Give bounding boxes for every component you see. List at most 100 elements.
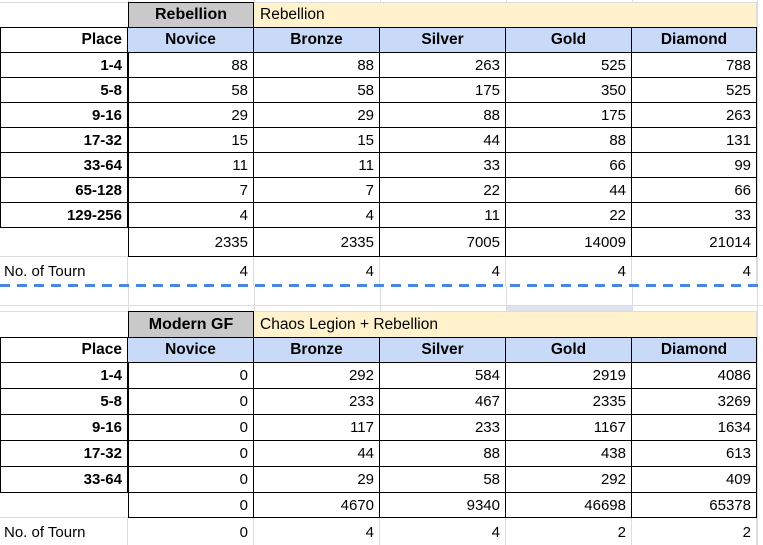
value-cell[interactable]: 4 xyxy=(128,257,254,286)
value-cell[interactable]: 44 xyxy=(506,178,632,203)
row-label-cell[interactable]: 1-4 xyxy=(0,363,128,389)
value-cell[interactable]: 4 xyxy=(632,257,757,286)
value-cell[interactable]: 66 xyxy=(632,178,757,203)
value-cell[interactable]: 33 xyxy=(632,203,757,228)
row-label-cell[interactable]: No. of Tourn xyxy=(0,518,128,545)
value-cell[interactable]: 4670 xyxy=(254,493,380,518)
row-label-cell[interactable]: 33-64 xyxy=(0,467,128,493)
value-cell[interactable]: 15 xyxy=(254,128,380,153)
value-cell[interactable]: 33 xyxy=(380,153,506,178)
column-header-novice[interactable]: Novice xyxy=(128,337,254,363)
value-cell[interactable]: 88 xyxy=(380,103,506,128)
value-cell[interactable]: 4 xyxy=(380,257,506,286)
row-label-cell[interactable]: 1-4 xyxy=(0,53,128,78)
value-cell[interactable]: 22 xyxy=(506,203,632,228)
column-header-silver[interactable]: Silver xyxy=(380,27,506,53)
value-cell[interactable]: 263 xyxy=(380,53,506,78)
value-cell[interactable]: 0 xyxy=(128,518,254,545)
row-label-cell[interactable] xyxy=(0,228,128,257)
value-cell[interactable]: 0 xyxy=(128,441,254,467)
value-cell[interactable]: 11 xyxy=(128,153,254,178)
value-cell[interactable]: 0 xyxy=(128,363,254,389)
value-cell[interactable]: 58 xyxy=(254,78,380,103)
value-cell[interactable]: 88 xyxy=(128,53,254,78)
value-cell[interactable]: 613 xyxy=(632,441,757,467)
column-header-bronze[interactable]: Bronze xyxy=(254,337,380,363)
table-note-cell[interactable]: Chaos Legion + Rebellion xyxy=(254,311,757,337)
value-cell[interactable]: 525 xyxy=(632,78,757,103)
row-label-cell[interactable]: 9-16 xyxy=(0,415,128,441)
value-cell[interactable]: 409 xyxy=(632,467,757,493)
column-header-diamond[interactable]: Diamond xyxy=(632,337,757,363)
value-cell[interactable]: 11 xyxy=(254,153,380,178)
value-cell[interactable]: 175 xyxy=(506,103,632,128)
value-cell[interactable]: 44 xyxy=(380,128,506,153)
value-cell[interactable]: 525 xyxy=(506,53,632,78)
value-cell[interactable]: 7 xyxy=(254,178,380,203)
value-cell[interactable]: 4086 xyxy=(632,363,757,389)
row-label-cell[interactable]: 17-32 xyxy=(0,441,128,467)
table-note-cell[interactable]: Rebellion xyxy=(254,2,757,27)
value-cell[interactable]: 0 xyxy=(128,493,254,518)
value-cell[interactable]: 88 xyxy=(380,441,506,467)
row-label-cell[interactable]: 33-64 xyxy=(0,153,128,178)
value-cell[interactable]: 29 xyxy=(254,467,380,493)
column-header-place[interactable]: Place xyxy=(0,27,128,53)
row-label-cell[interactable] xyxy=(0,493,128,518)
value-cell[interactable]: 99 xyxy=(632,153,757,178)
row-label-cell[interactable]: 129-256 xyxy=(0,203,128,228)
table-tab-cell[interactable]: Modern GF xyxy=(128,311,254,337)
value-cell[interactable]: 9340 xyxy=(380,493,506,518)
row-label-cell[interactable]: 5-8 xyxy=(0,78,128,103)
value-cell[interactable]: 4 xyxy=(380,518,506,545)
value-cell[interactable]: 58 xyxy=(128,78,254,103)
value-cell[interactable]: 44 xyxy=(254,441,380,467)
value-cell[interactable]: 131 xyxy=(632,128,757,153)
value-cell[interactable]: 438 xyxy=(506,441,632,467)
value-cell[interactable]: 4 xyxy=(506,257,632,286)
value-cell[interactable]: 2919 xyxy=(506,363,632,389)
value-cell[interactable]: 21014 xyxy=(632,228,757,257)
value-cell[interactable]: 0 xyxy=(128,467,254,493)
value-cell[interactable]: 117 xyxy=(254,415,380,441)
value-cell[interactable]: 292 xyxy=(254,363,380,389)
value-cell[interactable]: 66 xyxy=(506,153,632,178)
table-tab-cell[interactable]: Rebellion xyxy=(128,2,254,27)
cell[interactable] xyxy=(0,311,128,337)
value-cell[interactable]: 1634 xyxy=(632,415,757,441)
column-header-diamond[interactable]: Diamond xyxy=(632,27,757,53)
value-cell[interactable]: 0 xyxy=(128,415,254,441)
value-cell[interactable]: 292 xyxy=(506,467,632,493)
value-cell[interactable]: 4 xyxy=(128,203,254,228)
value-cell[interactable]: 350 xyxy=(506,78,632,103)
value-cell[interactable]: 7 xyxy=(128,178,254,203)
value-cell[interactable]: 2 xyxy=(632,518,757,545)
value-cell[interactable]: 29 xyxy=(128,103,254,128)
row-label-cell[interactable]: No. of Tourn xyxy=(0,257,128,286)
value-cell[interactable]: 584 xyxy=(380,363,506,389)
value-cell[interactable]: 1167 xyxy=(506,415,632,441)
value-cell[interactable]: 88 xyxy=(254,53,380,78)
value-cell[interactable]: 2335 xyxy=(128,228,254,257)
cell[interactable] xyxy=(0,2,128,27)
column-header-silver[interactable]: Silver xyxy=(380,337,506,363)
value-cell[interactable]: 467 xyxy=(380,389,506,415)
value-cell[interactable]: 15 xyxy=(128,128,254,153)
column-header-gold[interactable]: Gold xyxy=(506,27,632,53)
value-cell[interactable]: 2335 xyxy=(254,228,380,257)
value-cell[interactable]: 233 xyxy=(254,389,380,415)
value-cell[interactable]: 2335 xyxy=(506,389,632,415)
value-cell[interactable]: 88 xyxy=(506,128,632,153)
value-cell[interactable]: 4 xyxy=(254,257,380,286)
value-cell[interactable]: 788 xyxy=(632,53,757,78)
value-cell[interactable]: 263 xyxy=(632,103,757,128)
row-label-cell[interactable]: 5-8 xyxy=(0,389,128,415)
value-cell[interactable]: 4 xyxy=(254,518,380,545)
row-label-cell[interactable]: 9-16 xyxy=(0,103,128,128)
value-cell[interactable]: 58 xyxy=(380,467,506,493)
value-cell[interactable]: 0 xyxy=(128,389,254,415)
value-cell[interactable]: 175 xyxy=(380,78,506,103)
value-cell[interactable]: 65378 xyxy=(632,493,757,518)
column-header-place[interactable]: Place xyxy=(0,337,128,363)
row-label-cell[interactable]: 17-32 xyxy=(0,128,128,153)
